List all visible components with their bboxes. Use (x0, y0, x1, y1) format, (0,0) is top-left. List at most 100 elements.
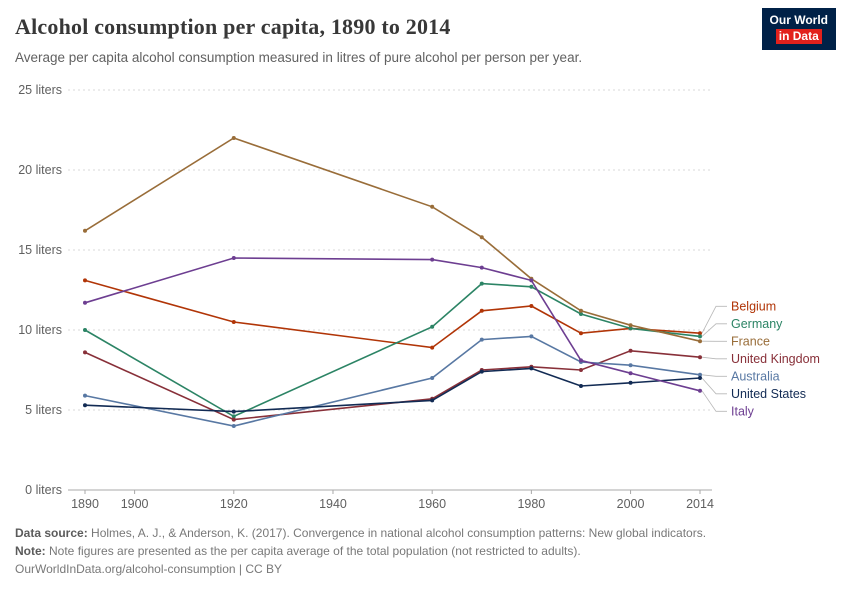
legend-label-belgium[interactable]: Belgium (731, 299, 776, 313)
data-point-belgium[interactable] (430, 345, 435, 350)
y-tick-label: 5 liters (25, 403, 62, 417)
y-tick-label: 0 liters (25, 483, 62, 497)
owid-logo-line1: Our World (769, 13, 828, 27)
data-point-italy[interactable] (83, 300, 87, 305)
data-point-united-states[interactable] (479, 369, 484, 374)
data-point-belgium[interactable] (698, 331, 702, 336)
y-tick-label: 10 liters (18, 323, 62, 337)
data-point-france[interactable] (628, 323, 633, 328)
footer: Data source: Holmes, A. J., & Anderson, … (15, 524, 706, 578)
data-point-australia[interactable] (529, 334, 534, 339)
data-point-belgium[interactable] (578, 331, 583, 336)
data-point-belgium[interactable] (231, 320, 236, 324)
x-tick-label: 1920 (220, 497, 248, 511)
footer-note-line: Note: Note figures are presented as the … (15, 542, 706, 560)
data-point-italy[interactable] (529, 278, 534, 283)
data-point-united-states[interactable] (529, 366, 534, 371)
data-point-italy[interactable] (578, 358, 583, 363)
x-tick-label: 1940 (319, 497, 347, 511)
data-point-italy[interactable] (430, 257, 435, 262)
data-point-belgium[interactable] (83, 278, 87, 283)
legend-label-germany[interactable]: Germany (731, 317, 783, 331)
x-tick-label: 1960 (418, 497, 446, 511)
page-title: Alcohol consumption per capita, 1890 to … (15, 14, 451, 39)
footer-source-line: Data source: Holmes, A. J., & Anderson, … (15, 524, 706, 542)
data-point-united-kingdom[interactable] (83, 350, 87, 355)
footer-license-line: OurWorldInData.org/alcohol-consumption |… (15, 560, 706, 578)
legend-label-united-states[interactable]: United States (731, 387, 806, 401)
data-point-germany[interactable] (578, 312, 583, 316)
series-line-belgium[interactable] (84, 279, 701, 349)
data-point-germany[interactable] (479, 281, 484, 286)
data-source-label: Data source: (15, 526, 88, 540)
legend-connector (701, 356, 727, 360)
legend-connector (701, 374, 727, 377)
data-point-united-kingdom[interactable] (628, 348, 633, 353)
chart-subtitle: Average per capita alcohol consumption m… (15, 50, 583, 65)
data-point-germany[interactable] (430, 324, 435, 329)
note-label: Note: (15, 544, 46, 558)
legend-connector (701, 305, 727, 334)
data-point-united-kingdom[interactable] (231, 417, 236, 422)
footer-link[interactable]: OurWorldInData.org/alcohol-consumption |… (15, 562, 283, 576)
data-point-germany[interactable] (628, 326, 633, 331)
series-line-australia[interactable] (84, 335, 701, 427)
data-point-italy[interactable] (231, 256, 236, 260)
data-point-france[interactable] (578, 308, 583, 313)
data-point-australia[interactable] (83, 393, 87, 398)
legend-label-australia[interactable]: Australia (731, 369, 780, 383)
series-line-italy[interactable] (84, 257, 701, 392)
data-point-france[interactable] (698, 339, 702, 344)
x-tick-label: 1980 (517, 497, 545, 511)
data-point-united-states[interactable] (698, 376, 702, 380)
data-point-united-states[interactable] (578, 384, 583, 388)
data-point-australia[interactable] (430, 376, 435, 380)
y-tick-label: 20 liters (18, 163, 62, 177)
x-tick-label: 1900 (121, 497, 149, 511)
data-point-belgium[interactable] (529, 304, 534, 308)
legend-connector (701, 390, 727, 412)
legend-label-united-kingdom[interactable]: United Kingdom (731, 352, 820, 366)
owid-logo[interactable]: Our World in Data (761, 8, 836, 51)
series-line-united-states[interactable] (84, 367, 701, 413)
x-tick-label: 2000 (617, 497, 645, 511)
data-point-france[interactable] (479, 235, 484, 240)
legend-label-italy[interactable]: Italy (731, 404, 755, 418)
data-point-belgium[interactable] (479, 308, 484, 313)
data-point-france[interactable] (231, 136, 236, 140)
data-point-australia[interactable] (231, 424, 236, 428)
data-point-france[interactable] (430, 204, 435, 209)
legend-connector (701, 323, 727, 337)
data-point-united-states[interactable] (430, 398, 435, 403)
series-line-germany[interactable] (84, 282, 701, 418)
data-point-germany[interactable] (698, 334, 702, 339)
data-point-united-states[interactable] (231, 409, 236, 414)
series-line-france[interactable] (84, 137, 701, 342)
legend-label-france[interactable]: France (731, 334, 770, 348)
data-point-germany[interactable] (529, 284, 534, 289)
data-point-united-kingdom[interactable] (698, 355, 702, 360)
y-tick-label: 25 liters (18, 83, 62, 97)
data-point-united-states[interactable] (83, 403, 87, 408)
x-tick-label: 1890 (71, 497, 99, 511)
legend-connector (701, 377, 727, 395)
owid-logo-line2: in Data (775, 28, 822, 45)
data-point-australia[interactable] (479, 337, 484, 342)
data-point-germany[interactable] (231, 414, 236, 419)
data-point-italy[interactable] (628, 371, 633, 376)
data-point-australia[interactable] (698, 372, 702, 377)
data-point-italy[interactable] (479, 265, 484, 270)
data-source-text: Holmes, A. J., & Anderson, K. (2017). Co… (87, 526, 707, 540)
data-point-france[interactable] (83, 228, 87, 233)
data-point-germany[interactable] (83, 328, 87, 332)
data-point-united-kingdom[interactable] (578, 368, 583, 372)
data-point-united-states[interactable] (628, 380, 633, 385)
data-point-italy[interactable] (698, 388, 702, 393)
note-text: Note figures are presented as the per ca… (45, 544, 581, 558)
y-tick-label: 15 liters (18, 243, 62, 257)
x-tick-label: 2014 (686, 497, 714, 511)
data-point-australia[interactable] (628, 363, 633, 368)
series-line-united-kingdom[interactable] (84, 349, 701, 421)
